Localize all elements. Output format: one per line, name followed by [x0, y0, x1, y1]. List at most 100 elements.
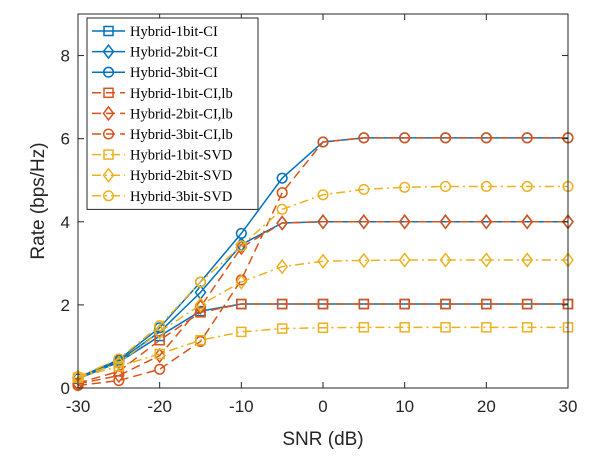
legend-marker [102, 43, 115, 60]
legend-marker [102, 190, 115, 202]
data-point [236, 326, 247, 338]
data-point [521, 298, 533, 310]
data-point [113, 353, 125, 365]
data-point [398, 214, 411, 230]
data-point [398, 252, 411, 268]
data-point [480, 180, 492, 193]
series-line [77, 137, 568, 387]
data-point [399, 322, 410, 333]
data-point [194, 299, 207, 315]
data-point [236, 298, 247, 310]
legend-item: Hybrid-1bit-CI,lb [92, 86, 233, 102]
data-point [399, 181, 411, 193]
x-tick-label: -30 [66, 397, 91, 416]
data-point [480, 214, 493, 230]
data-point [317, 253, 329, 269]
y-tick-label: 8 [61, 47, 70, 66]
legend: Hybrid-1bit-CI Hybrid-2bit-CI Hybrid-3bit-… [86, 17, 259, 210]
data-point [521, 214, 534, 230]
axes-layer: -30 -20 -10 0 10 20 30 0 2 4 6 8 [61, 13, 578, 416]
series-line [77, 326, 568, 379]
data-point [113, 374, 125, 387]
data-point [235, 274, 248, 290]
data-point [154, 348, 165, 360]
data-point [276, 203, 288, 215]
legend-label: Hybrid-2bit-CI [130, 45, 218, 61]
data-point [276, 215, 289, 231]
x-tick-label: 30 [559, 397, 578, 416]
legend-marker [102, 105, 115, 122]
x-tick-label: 0 [318, 397, 327, 416]
data-point [276, 187, 288, 199]
legend-item: Hybrid-2bit-CI,lb [92, 105, 233, 122]
data-point [439, 180, 452, 193]
y-axis-label: Rate (bps/Hz) [28, 142, 49, 259]
data-point [481, 298, 492, 310]
data-point [235, 227, 247, 239]
legend-label: Hybrid-1bit-SVD [130, 148, 232, 164]
data-point [399, 298, 410, 310]
data-point [521, 132, 533, 144]
data-point [195, 334, 206, 346]
x-tick-label: 10 [395, 397, 414, 416]
data-point [358, 322, 370, 333]
legend-box [86, 17, 259, 210]
data-point [480, 252, 493, 268]
y-tick-label: 6 [61, 130, 70, 149]
data-point [358, 132, 370, 144]
legend-item: Hybrid-3bit-SVD [92, 189, 232, 205]
legend-label: Hybrid-3bit-CI,lb [130, 127, 233, 143]
data-point [317, 189, 329, 201]
x-tick-label: -20 [147, 397, 172, 416]
data-point [439, 252, 452, 268]
x-tick-label: -10 [229, 397, 254, 416]
data-point [317, 136, 329, 148]
data-point [317, 322, 329, 333]
data-point [276, 323, 288, 334]
data-point [521, 252, 534, 268]
series-line [77, 185, 568, 378]
data-point [440, 322, 451, 333]
data-point [521, 180, 533, 193]
series-hybrid-3bit-ci-lb [72, 132, 574, 392]
data-point [235, 240, 247, 252]
data-point [194, 276, 207, 288]
legend-label: Hybrid-2bit-SVD [130, 168, 232, 184]
y-tick-label: 2 [61, 296, 70, 315]
legend-item: Hybrid-1bit-CI [92, 24, 218, 40]
data-point [317, 298, 329, 310]
data-point [276, 258, 289, 275]
x-axis-label: SNR (dB) [282, 429, 363, 450]
data-point [153, 347, 166, 364]
data-point [481, 322, 492, 333]
data-point [357, 252, 370, 269]
legend-label: Hybrid-1bit-CI,lb [130, 86, 233, 102]
data-point [480, 132, 492, 144]
data-point [358, 183, 370, 195]
data-point [154, 320, 166, 332]
data-point [235, 239, 248, 256]
legend-label: Hybrid-3bit-CI [130, 65, 218, 81]
legend-item: Hybrid-3bit-CI,lb [92, 127, 233, 143]
legend-marker [103, 87, 114, 99]
data-point [439, 214, 452, 230]
data-point [358, 298, 370, 310]
legend-item: Hybrid-3bit-CI [92, 65, 218, 81]
x-tick-label: 20 [477, 397, 496, 416]
data-point [112, 367, 125, 384]
series-hybrid-2bit-svd [72, 252, 574, 385]
series-line [77, 221, 568, 385]
legend-label: Hybrid-1bit-CI [130, 24, 218, 40]
data-point [357, 214, 370, 230]
data-point [439, 132, 452, 144]
data-point [276, 298, 288, 310]
legend-marker [102, 66, 115, 78]
data-point [276, 172, 288, 184]
legend-marker [102, 167, 115, 183]
data-point [521, 322, 533, 333]
series-line [77, 259, 568, 378]
data-point [194, 297, 207, 313]
y-tick-label: 0 [61, 379, 70, 398]
data-point [154, 363, 166, 375]
